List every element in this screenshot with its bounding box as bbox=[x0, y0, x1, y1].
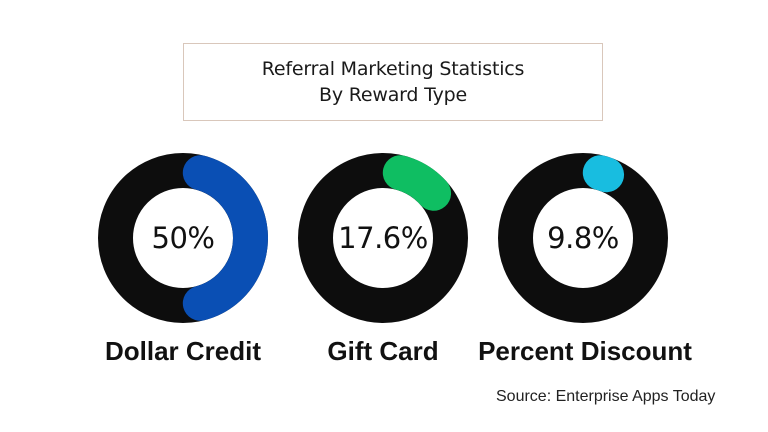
donut-percentage: 9.8% bbox=[547, 221, 619, 255]
donut-percent-discount: 9.8% bbox=[498, 153, 668, 323]
donut-chart-svg bbox=[298, 153, 468, 323]
chart-title-box: Referral Marketing Statistics By Reward … bbox=[183, 43, 603, 121]
donut-arc bbox=[582, 155, 625, 193]
donut-chart-svg bbox=[498, 153, 668, 323]
donut-dollar-credit: 50% bbox=[98, 153, 268, 323]
donut-arc bbox=[382, 155, 452, 211]
label-percent-discount: Percent Discount bbox=[478, 336, 692, 366]
donut-gift-card: 17.6% bbox=[298, 153, 468, 323]
donut-percentage: 50% bbox=[151, 221, 215, 255]
label-gift-card: Gift Card bbox=[327, 336, 439, 366]
chart-title-line-1: Referral Marketing Statistics bbox=[261, 58, 525, 80]
donut-chart-svg bbox=[98, 153, 268, 323]
source-note: Source: Enterprise Apps Today bbox=[496, 388, 716, 405]
donut-percentage: 17.6% bbox=[338, 221, 428, 255]
chart-title-line-2: By Reward Type bbox=[319, 84, 467, 106]
donut-arc bbox=[182, 155, 268, 321]
label-dollar-credit: Dollar Credit bbox=[104, 336, 262, 366]
